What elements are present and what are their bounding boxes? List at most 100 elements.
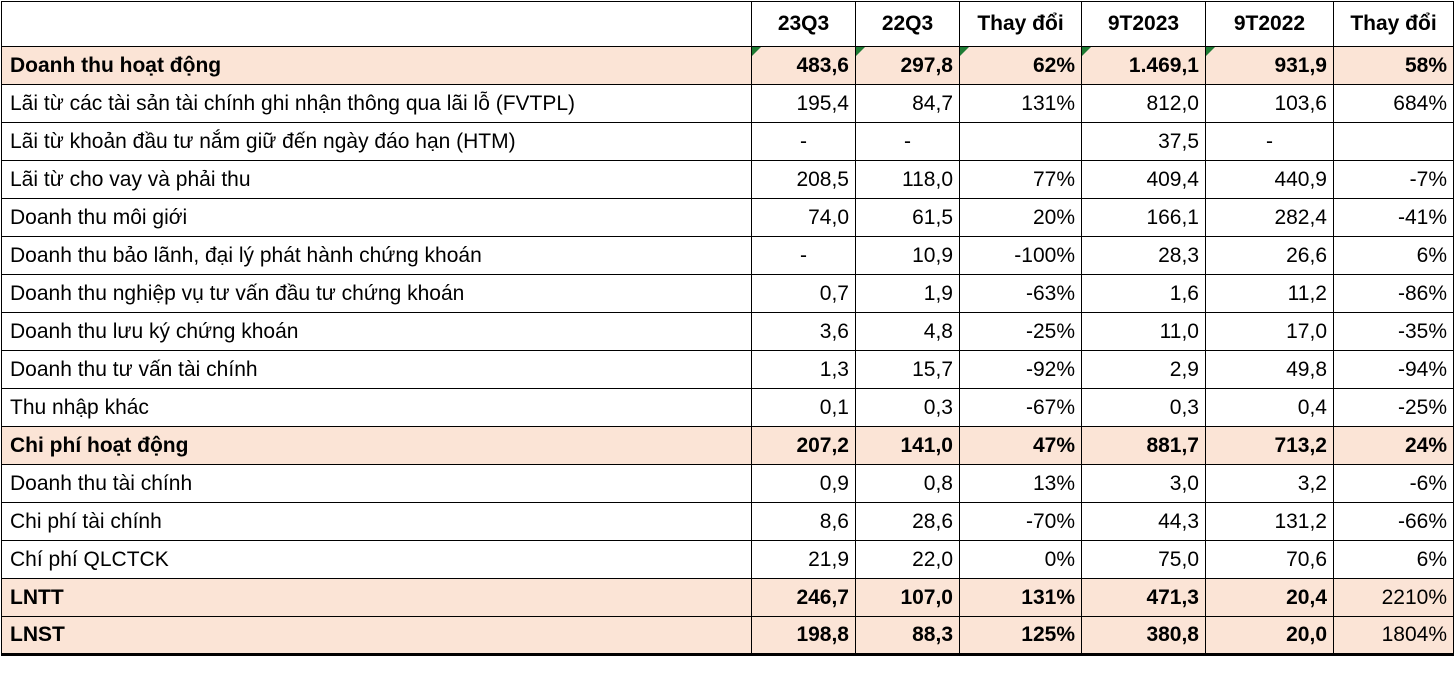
value-cell: 6% (1333, 236, 1454, 275)
value-cell: 15,7 (855, 350, 960, 389)
cell-marker-icon (856, 47, 865, 56)
cell-marker-icon (752, 47, 761, 56)
value-cell: 49,8 (1205, 350, 1334, 389)
value-cell: 1,3 (751, 350, 856, 389)
value-cell: -66% (1333, 502, 1454, 541)
header-9t2022: 9T2022 (1205, 1, 1334, 47)
row-label: Doanh thu nghiệp vụ tư vấn đầu tư chứng … (1, 274, 752, 313)
value-cell: 11,2 (1205, 274, 1334, 313)
value-cell: 1804% (1333, 616, 1454, 656)
value-cell: 6% (1333, 540, 1454, 579)
value-cell: 141,0 (855, 426, 960, 465)
header-row: 23Q3 22Q3 Thay đổi 9T2023 9T2022 Thay đổ… (1, 1, 1454, 47)
value-cell: 2210% (1333, 578, 1454, 617)
row-label: Doanh thu môi giới (1, 198, 752, 237)
value-cell: 17,0 (1205, 312, 1334, 351)
value-cell: 20,0 (1205, 616, 1334, 656)
value-cell: -63% (959, 274, 1082, 313)
table-row: Chi phí tài chính 8,6 28,6 -70% 44,3 131,2 -66… (1, 502, 1454, 541)
value-cell: -25% (1333, 388, 1454, 427)
value-cell: 70,6 (1205, 540, 1334, 579)
value-cell: 75,0 (1081, 540, 1206, 579)
table-row: LNST 198,8 88,3 125% 380,8 20,0 1804% (1, 616, 1454, 656)
table-row: Lãi từ các tài sản tài chính ghi nhận th… (1, 84, 1454, 123)
value-cell: 3,2 (1205, 464, 1334, 503)
value-cell: 0,8 (855, 464, 960, 503)
value-cell: 409,4 (1081, 160, 1206, 199)
header-22q3: 22Q3 (855, 1, 960, 47)
value-cell: 74,0 (751, 198, 856, 237)
table-body: Doanh thu hoạt động 483,6 297,8 62% 1.469,1 9… (1, 46, 1454, 656)
header-change-quarter: Thay đổi (959, 1, 1082, 47)
value-cell: 282,4 (1205, 198, 1334, 237)
cell-marker-icon (960, 47, 969, 56)
value-cell: 0,9 (751, 464, 856, 503)
value-cell: 713,2 (1205, 426, 1334, 465)
value-cell: 131% (959, 578, 1082, 617)
value-cell: 11,0 (1081, 312, 1206, 351)
row-label: Doanh thu bảo lãnh, đại lý phát hành chứ… (1, 236, 752, 275)
value-cell: -86% (1333, 274, 1454, 313)
value-cell: 131,2 (1205, 502, 1334, 541)
value-cell: 61,5 (855, 198, 960, 237)
value-cell: -25% (959, 312, 1082, 351)
value-cell: 24% (1333, 426, 1454, 465)
value-cell: 8,6 (751, 502, 856, 541)
value-cell (1333, 122, 1454, 161)
value-cell: 297,8 (855, 46, 960, 85)
value-cell: 166,1 (1081, 198, 1206, 237)
header-23q3: 23Q3 (751, 1, 856, 47)
value-cell: 10,9 (855, 236, 960, 275)
value-cell: 208,5 (751, 160, 856, 199)
value-cell: 483,6 (751, 46, 856, 85)
value-cell: 3,6 (751, 312, 856, 351)
value-cell: 21,9 (751, 540, 856, 579)
table-row: LNTT 246,7 107,0 131% 471,3 20,4 2210% (1, 578, 1454, 617)
table-row: Doanh thu hoạt động 483,6 297,8 62% 1.469,1 9… (1, 46, 1454, 85)
value-cell: 125% (959, 616, 1082, 656)
value-cell: 195,4 (751, 84, 856, 123)
value-cell: 380,8 (1081, 616, 1206, 656)
header-blank-cell (1, 1, 752, 47)
value-cell: 812,0 (1081, 84, 1206, 123)
row-label: Chi phí tài chính (1, 502, 752, 541)
value-cell: 13% (959, 464, 1082, 503)
value-cell: 47% (959, 426, 1082, 465)
row-label: Lãi từ các tài sản tài chính ghi nhận th… (1, 84, 752, 123)
row-label: LNST (1, 616, 752, 656)
value-cell: 246,7 (751, 578, 856, 617)
value-cell: 1.469,1 (1081, 46, 1206, 85)
value-cell: 37,5 (1081, 122, 1206, 161)
value-cell: -100% (959, 236, 1082, 275)
value-cell: -94% (1333, 350, 1454, 389)
row-label: Chí phí QLCTCK (1, 540, 752, 579)
value-cell: 26,6 (1205, 236, 1334, 275)
value-cell: 440,9 (1205, 160, 1334, 199)
value-cell: 62% (959, 46, 1082, 85)
value-cell: 1,9 (855, 274, 960, 313)
value-cell: - (1205, 122, 1334, 161)
value-cell: - (751, 236, 856, 275)
row-label: Thu nhập khác (1, 388, 752, 427)
header-change-9m: Thay đổi (1333, 1, 1454, 47)
row-label: Doanh thu tư vấn tài chính (1, 350, 752, 389)
value-cell: 0,3 (855, 388, 960, 427)
row-label: Lãi từ khoản đầu tư nắm giữ đến ngày đáo… (1, 122, 752, 161)
value-cell: 20,4 (1205, 578, 1334, 617)
value-cell: 0% (959, 540, 1082, 579)
value-cell: 77% (959, 160, 1082, 199)
table-row: Doanh thu môi giới 74,0 61,5 20% 166,1 282,4-… (1, 198, 1454, 237)
value-cell: - (751, 122, 856, 161)
value-cell: -41% (1333, 198, 1454, 237)
table-row: Doanh thu nghiệp vụ tư vấn đầu tư chứng … (1, 274, 1454, 313)
financial-summary-table: 23Q3 22Q3 Thay đổi 9T2023 9T2022 Thay đổ… (1, 1, 1454, 656)
value-cell: 2,9 (1081, 350, 1206, 389)
table-row: Doanh thu lưu ký chứng khoán 3,6 4,8 -25% 11… (1, 312, 1454, 351)
value-cell: 20% (959, 198, 1082, 237)
value-cell: 107,0 (855, 578, 960, 617)
value-cell: 44,3 (1081, 502, 1206, 541)
cell-marker-icon (1082, 47, 1091, 56)
value-cell: 103,6 (1205, 84, 1334, 123)
row-label: Lãi từ cho vay và phải thu (1, 160, 752, 199)
value-cell: 1,6 (1081, 274, 1206, 313)
